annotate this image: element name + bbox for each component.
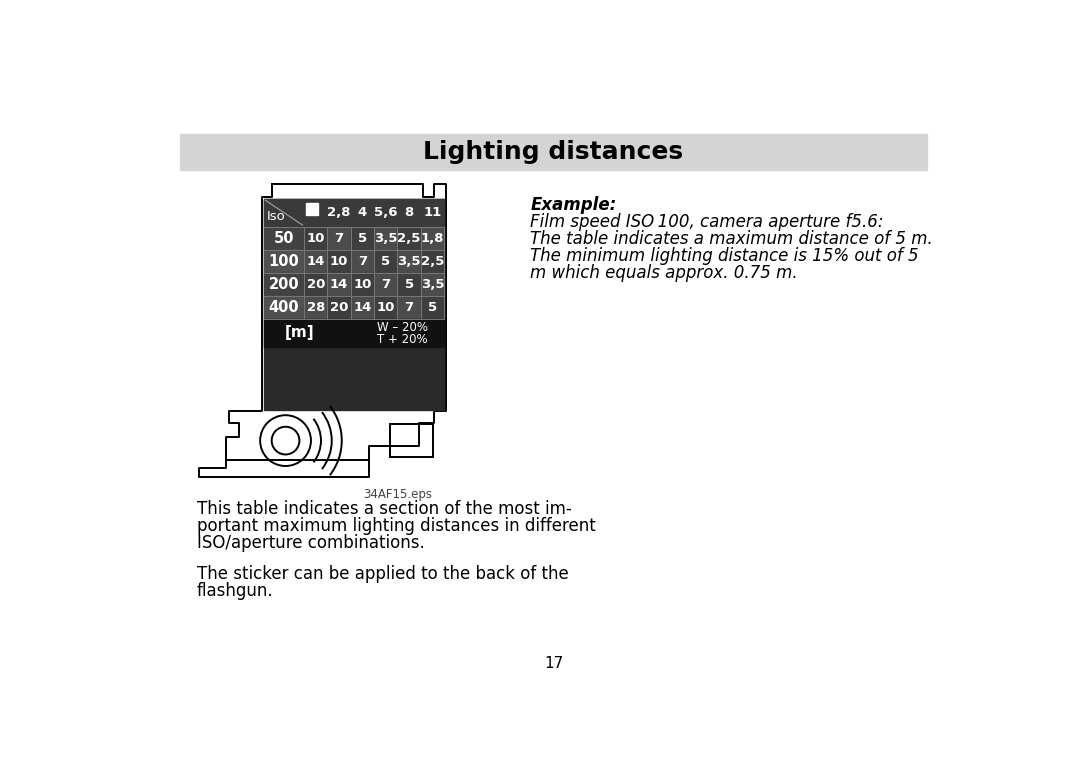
Bar xyxy=(327,273,351,296)
Text: 10: 10 xyxy=(353,278,372,291)
Bar xyxy=(327,296,351,319)
Text: 20: 20 xyxy=(307,278,325,291)
Bar xyxy=(305,226,327,249)
Text: 2,8: 2,8 xyxy=(327,207,351,220)
Bar xyxy=(421,273,444,296)
Bar xyxy=(421,249,444,273)
Text: 5: 5 xyxy=(357,232,367,245)
Bar xyxy=(264,226,305,249)
Bar xyxy=(421,296,444,319)
Text: 3,5: 3,5 xyxy=(421,278,444,291)
Text: flashgun.: flashgun. xyxy=(197,581,273,600)
Text: 5: 5 xyxy=(428,301,437,314)
Text: 7: 7 xyxy=(405,301,414,314)
Text: 17: 17 xyxy=(544,656,563,671)
Text: 5,6: 5,6 xyxy=(374,207,397,220)
Text: Iso: Iso xyxy=(267,210,286,223)
Text: 34AF15.eps: 34AF15.eps xyxy=(364,487,432,500)
Bar xyxy=(264,296,305,319)
Text: 7: 7 xyxy=(357,255,367,268)
Text: 400: 400 xyxy=(269,300,299,315)
Text: The table indicates a maximum distance of 5 m.: The table indicates a maximum distance o… xyxy=(530,230,933,248)
Text: 28: 28 xyxy=(307,301,325,314)
Text: [m]: [m] xyxy=(285,325,315,340)
Text: 20: 20 xyxy=(329,301,348,314)
Bar xyxy=(264,199,444,226)
Bar xyxy=(351,296,374,319)
Text: 10: 10 xyxy=(307,232,325,245)
Bar xyxy=(374,296,397,319)
Text: 14: 14 xyxy=(307,255,325,268)
Text: 7: 7 xyxy=(381,278,390,291)
Bar xyxy=(397,249,421,273)
Text: 2: 2 xyxy=(311,207,321,220)
Text: 3,5: 3,5 xyxy=(397,255,421,268)
Bar xyxy=(390,425,433,457)
Text: 5: 5 xyxy=(405,278,414,291)
Text: 200: 200 xyxy=(269,277,299,291)
Bar xyxy=(374,249,397,273)
Bar xyxy=(264,273,305,296)
Text: 2,5: 2,5 xyxy=(421,255,444,268)
Text: 8: 8 xyxy=(405,207,414,220)
Bar xyxy=(305,249,327,273)
Text: m which equals approx. 0.75 m.: m which equals approx. 0.75 m. xyxy=(530,263,798,282)
Bar xyxy=(180,134,927,170)
Text: This table indicates a section of the most im-: This table indicates a section of the mo… xyxy=(197,500,571,518)
Bar xyxy=(397,296,421,319)
Bar xyxy=(305,273,327,296)
Text: 11: 11 xyxy=(423,207,442,220)
Text: 10: 10 xyxy=(377,301,395,314)
Text: 14: 14 xyxy=(353,301,372,314)
Text: 7: 7 xyxy=(335,232,343,245)
Bar xyxy=(327,226,351,249)
Text: portant maximum lighting distances in different: portant maximum lighting distances in di… xyxy=(197,517,596,535)
Text: 50: 50 xyxy=(273,230,294,246)
Bar xyxy=(374,273,397,296)
Bar xyxy=(351,226,374,249)
Bar xyxy=(374,226,397,249)
Text: Film speed ISO 100, camera aperture f5.6:: Film speed ISO 100, camera aperture f5.6… xyxy=(530,213,883,231)
Text: Example:: Example: xyxy=(530,196,617,213)
Bar xyxy=(264,249,305,273)
Bar xyxy=(397,273,421,296)
Text: T + 20%: T + 20% xyxy=(377,334,428,347)
Text: ISO/aperture combinations.: ISO/aperture combinations. xyxy=(197,534,424,552)
Text: 10: 10 xyxy=(329,255,348,268)
Text: W – 20%: W – 20% xyxy=(377,321,428,334)
Text: The sticker can be applied to the back of the: The sticker can be applied to the back o… xyxy=(197,565,569,583)
Bar xyxy=(421,226,444,249)
Bar xyxy=(305,296,327,319)
Text: Lighting distances: Lighting distances xyxy=(423,140,684,164)
Text: 100: 100 xyxy=(269,254,299,269)
Text: 14: 14 xyxy=(329,278,348,291)
Text: 5: 5 xyxy=(381,255,390,268)
Bar xyxy=(264,319,444,347)
Bar xyxy=(264,199,444,410)
Bar xyxy=(306,203,318,215)
Text: 3,5: 3,5 xyxy=(374,232,397,245)
Bar xyxy=(351,249,374,273)
Bar xyxy=(327,249,351,273)
Text: 2,5: 2,5 xyxy=(397,232,421,245)
Text: The minimum lighting distance is 15% out of 5: The minimum lighting distance is 15% out… xyxy=(530,246,919,265)
Bar xyxy=(397,226,421,249)
Bar xyxy=(351,273,374,296)
Text: 4: 4 xyxy=(357,207,367,220)
Text: 1,8: 1,8 xyxy=(421,232,444,245)
